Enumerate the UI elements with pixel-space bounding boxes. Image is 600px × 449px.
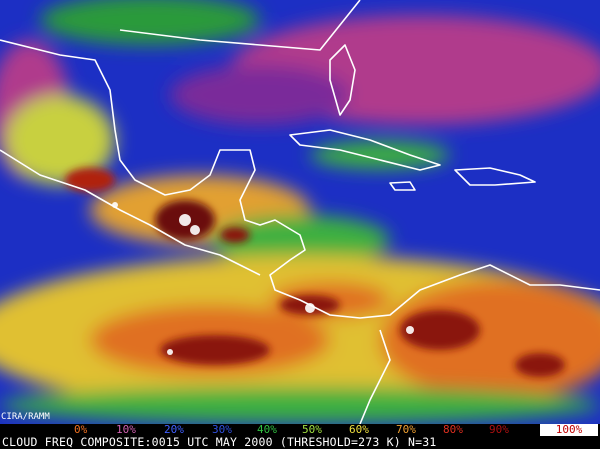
legend-label: 10% xyxy=(116,423,136,436)
satellite-map xyxy=(0,0,600,424)
legend-label: 30% xyxy=(212,423,232,436)
legend-label: 90% xyxy=(489,423,509,436)
legend: 0% 10% 20% 30% 40% 50% 60% 70% 80% 90% 1… xyxy=(0,424,600,436)
credit: CIRA/RAMM xyxy=(1,412,50,422)
caption: CLOUD FREQ COMPOSITE:0015 UTC MAY 2000 (… xyxy=(2,435,437,449)
legend-label: 100% xyxy=(540,424,598,436)
legend-label: 70% xyxy=(396,423,416,436)
legend-label: 60% xyxy=(349,423,369,436)
legend-label: 80% xyxy=(443,423,463,436)
legend-label: 20% xyxy=(164,423,184,436)
legend-label: 0% xyxy=(74,423,88,436)
legend-label: 40% xyxy=(257,423,277,436)
legend-label: 50% xyxy=(302,423,322,436)
